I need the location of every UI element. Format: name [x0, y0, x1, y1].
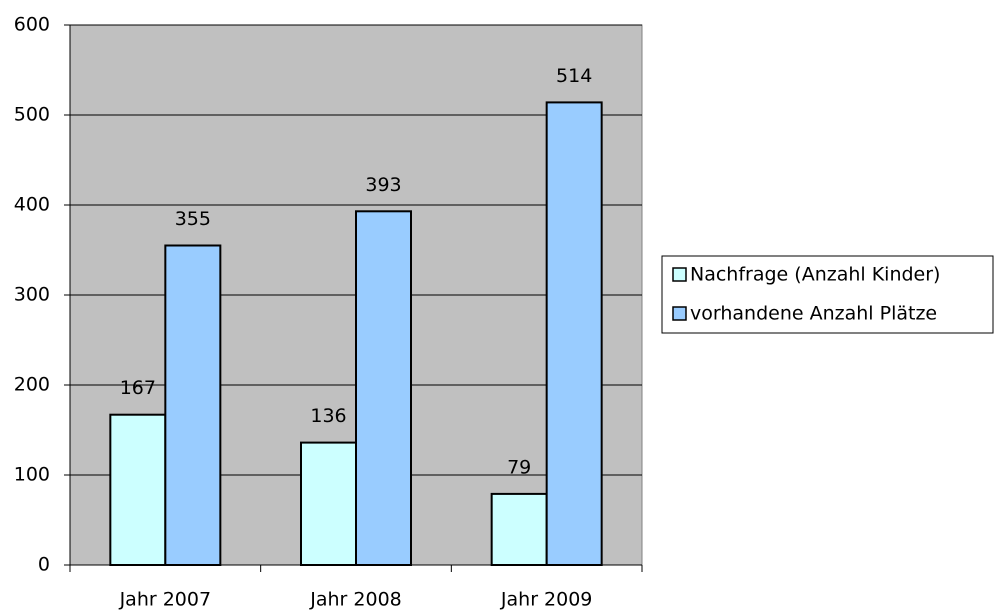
x-tick-label: Jahr 2007	[119, 589, 212, 611]
y-tick-label: 300	[14, 284, 50, 306]
data-label: 79	[507, 456, 531, 478]
legend-label: vorhandene Anzahl Plätze	[690, 303, 937, 325]
y-tick-label: 500	[14, 104, 50, 126]
y-tick-label: 400	[14, 194, 50, 216]
bar	[490, 492, 548, 566]
bar	[300, 441, 357, 567]
legend	[661, 255, 994, 334]
x-tick-label: Jahr 2008	[309, 589, 402, 611]
bar	[355, 210, 412, 567]
data-label: 393	[365, 174, 401, 196]
data-label: 167	[120, 377, 156, 399]
y-tick-label: 200	[14, 374, 50, 396]
y-tick-label: 600	[14, 14, 50, 36]
y-tick-label: 0	[38, 554, 50, 576]
legend-swatch	[672, 306, 687, 321]
bar	[109, 413, 167, 567]
bar	[545, 101, 603, 567]
x-tick-label: Jahr 2009	[500, 589, 593, 611]
y-tick-label: 100	[14, 464, 50, 486]
legend-label: Nachfrage (Anzahl Kinder)	[690, 264, 940, 286]
data-label: 355	[175, 208, 211, 230]
data-label: 514	[556, 65, 592, 87]
data-label: 136	[310, 405, 346, 427]
bar	[164, 244, 222, 566]
legend-swatch	[672, 267, 687, 282]
